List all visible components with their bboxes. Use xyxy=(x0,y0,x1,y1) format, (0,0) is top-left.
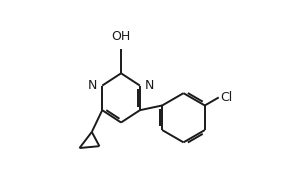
Text: OH: OH xyxy=(111,30,131,43)
Text: N: N xyxy=(145,79,154,92)
Text: Cl: Cl xyxy=(220,91,233,104)
Text: N: N xyxy=(88,79,97,92)
